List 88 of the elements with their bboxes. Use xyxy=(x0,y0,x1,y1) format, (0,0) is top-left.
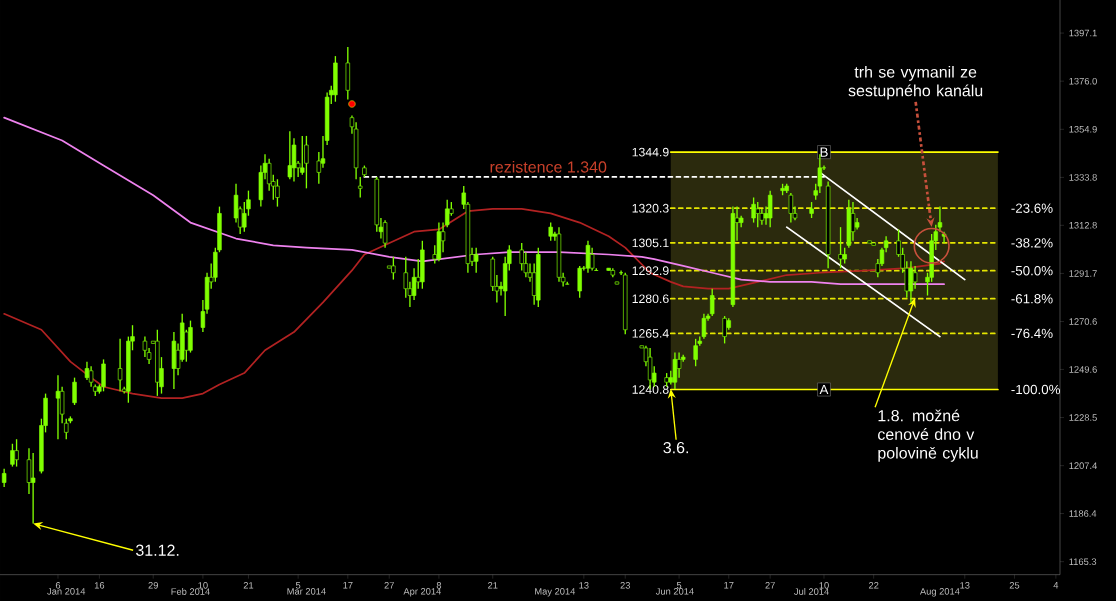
x-tick-label: 10 xyxy=(819,582,829,589)
candlestick xyxy=(10,443,15,468)
candlestick xyxy=(55,374,61,440)
y-tick-label: 1312.8 xyxy=(1069,222,1097,229)
candlestick xyxy=(304,135,309,190)
annotation: trh se vymanil ze sestupného kanálu xyxy=(848,65,983,100)
annotation: -100.0% xyxy=(1011,384,1061,395)
y-tick-label: 1165.3 xyxy=(1069,558,1097,565)
x2-tick-label: Mar 2014 xyxy=(287,588,326,595)
y-tick-label: 1186.4 xyxy=(1069,510,1097,517)
x2-tick-label: Jul 2014 xyxy=(794,588,829,595)
y-tick-label: 1354.9 xyxy=(1069,126,1097,133)
x2-tick-label: Feb 2014 xyxy=(171,588,210,595)
annotation: 1265.4 xyxy=(632,329,669,338)
candlestick xyxy=(908,260,914,304)
candlestick xyxy=(751,196,756,224)
x-tick-label: 13 xyxy=(960,582,970,589)
x-tick-label: 6 xyxy=(55,582,61,589)
annotation: 1280.6 xyxy=(632,294,669,304)
candlestick xyxy=(585,240,591,274)
series-label: rezistence 1.340 xyxy=(490,160,607,173)
x-tick-label: 5 xyxy=(295,582,301,589)
annotation: -38.2% xyxy=(1011,238,1053,248)
x-tick-label: 27 xyxy=(384,582,394,589)
annotation: 1320.3 xyxy=(632,203,669,213)
candlestick xyxy=(838,226,843,269)
annotation: -61.8% xyxy=(1011,294,1053,304)
x2-tick-label: Jun 2014 xyxy=(655,588,694,595)
annotation: 1344.9 xyxy=(632,147,669,157)
candlestick xyxy=(755,201,760,228)
x-tick-label: 4 xyxy=(1053,582,1059,589)
x-tick-label: 17 xyxy=(343,582,353,589)
candlestick xyxy=(30,452,36,525)
x-tick-label: 21 xyxy=(488,582,498,589)
candlestick xyxy=(473,246,479,274)
candlestick xyxy=(391,256,396,281)
x-tick-label: 17 xyxy=(724,582,734,589)
annotation: A xyxy=(819,384,829,395)
x-tick-label: 8 xyxy=(436,582,442,589)
candlestick xyxy=(577,265,582,299)
x-tick-label: 29 xyxy=(148,582,158,589)
candlestick xyxy=(88,365,94,388)
annotation: 1305.1 xyxy=(632,238,669,248)
annotation: B xyxy=(820,147,828,157)
x-tick-label: 25 xyxy=(1009,582,1020,589)
candlestick xyxy=(548,221,553,242)
y-tick-label: 1397.1 xyxy=(1069,29,1097,37)
candlestick xyxy=(382,219,388,249)
candlestick xyxy=(1,468,7,488)
candlestick xyxy=(722,315,727,345)
x2-tick-label: Apr 2014 xyxy=(403,588,441,597)
x-tick-label: 16 xyxy=(94,582,105,589)
annotation: 3.6. xyxy=(663,441,689,454)
x-tick-label: 21 xyxy=(243,582,254,589)
y-tick-label: 1228.5 xyxy=(1069,414,1097,421)
x-tick-label: 27 xyxy=(765,582,775,589)
candlestick xyxy=(358,176,363,199)
annotation: -76.4% xyxy=(1011,328,1053,339)
x-tick-label: 23 xyxy=(620,582,631,589)
x-tick-label: 22 xyxy=(868,582,879,589)
annotation: 1.8. možné cenové dno v polovině cyklu xyxy=(878,409,978,462)
candlestick xyxy=(767,189,773,228)
x2-tick-label: May 2014 xyxy=(535,588,576,597)
annotation: -23.6% xyxy=(1011,203,1053,213)
candlestick xyxy=(117,338,123,392)
candlestick xyxy=(693,338,698,367)
candlestick xyxy=(287,130,293,180)
y-tick-label: 1333.8 xyxy=(1069,174,1097,181)
x-tick-label: 10 xyxy=(198,582,208,589)
annotation: 31.12. xyxy=(136,544,179,556)
candlestick xyxy=(275,178,280,208)
y-tick-label: 1249.6 xyxy=(1069,366,1097,373)
x-tick-label: 13 xyxy=(579,582,589,589)
y-tick-label: 1207.4 xyxy=(1069,462,1097,469)
annotation: 1240.8 xyxy=(632,385,669,394)
annotation: -50.0% xyxy=(1011,265,1053,276)
candlestick xyxy=(101,358,106,392)
candlestick xyxy=(64,418,69,440)
candlestick xyxy=(912,265,918,290)
candlestick xyxy=(72,376,77,406)
y-tick-label: 1376.0 xyxy=(1069,77,1097,85)
candlestick xyxy=(709,288,715,317)
x2-tick-label: Jan 2014 xyxy=(47,588,86,595)
x2-tick-label: Aug 2014 xyxy=(919,588,960,597)
y-tick-label: 1291.7 xyxy=(1069,270,1097,277)
x-tick-label: 5 xyxy=(676,582,682,589)
y-tick-label: 1270.6 xyxy=(1069,318,1097,325)
candlestick xyxy=(14,438,19,468)
